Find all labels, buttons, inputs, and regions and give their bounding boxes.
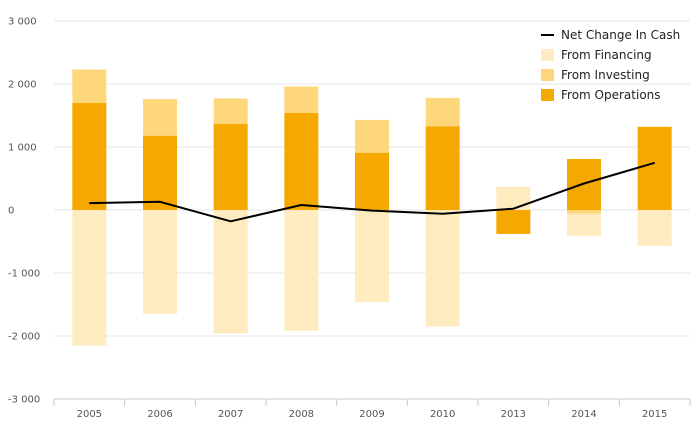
- bar-from-investing: [213, 98, 248, 124]
- legend-label: From Financing: [561, 48, 652, 62]
- bar-from-financing: [496, 186, 531, 210]
- bar-from-investing: [355, 119, 389, 153]
- net-change-line-layer: [89, 161, 655, 223]
- x-tick-label: 2010: [430, 409, 455, 420]
- bar-from-financing: [567, 213, 601, 236]
- y-tick-label: 0: [8, 206, 14, 217]
- y-tick-label: -2 000: [8, 332, 40, 343]
- bar-from-financing: [425, 210, 460, 327]
- bar-from-operations: [213, 123, 248, 210]
- bar-from-financing: [637, 210, 672, 246]
- legend-swatch: [541, 49, 554, 61]
- bar-from-operations: [637, 126, 672, 210]
- bars: [72, 69, 672, 346]
- x-tick-label: 2015: [642, 409, 667, 420]
- bar-from-financing: [213, 210, 248, 334]
- bar-from-financing: [284, 210, 319, 331]
- x-tick-label: 2005: [77, 409, 102, 420]
- x-tick-label: 2006: [147, 409, 172, 420]
- y-tick-label: 1 000: [8, 143, 37, 154]
- legend-swatch: [541, 89, 554, 101]
- bar-from-operations: [72, 102, 107, 210]
- y-tick-label: -3 000: [8, 395, 40, 406]
- legend-label: From Operations: [561, 88, 661, 102]
- bar-from-financing: [72, 210, 107, 346]
- y-axis-ticks: 3 000 2 000 1 000 0 -1 000 -2 000 -3 000: [8, 17, 40, 406]
- bar-from-investing: [567, 210, 601, 214]
- legend: Net Change In Cash From Financing From Inv…: [541, 28, 680, 102]
- legend-swatch: [541, 69, 554, 81]
- net-change-line: [89, 161, 655, 223]
- legend-label: From Investing: [561, 68, 650, 82]
- y-tick-label: 2 000: [8, 80, 37, 91]
- x-tick-label: 2008: [289, 409, 314, 420]
- x-tick-label: 2009: [359, 409, 384, 420]
- bar-from-investing: [72, 69, 107, 103]
- y-tick-label: -1 000: [8, 269, 40, 280]
- x-tick-label: 2013: [501, 409, 526, 420]
- bar-from-operations: [284, 112, 319, 210]
- bar-from-operations: [355, 152, 389, 210]
- x-axis: 2005 2006 2007 2008 2009 2010 2013 2014 2015: [53, 399, 691, 420]
- bar-from-operations: [496, 210, 531, 234]
- bar-from-operations: [143, 135, 177, 210]
- x-tick-label: 2014: [571, 409, 596, 420]
- legend-label: Net Change In Cash: [561, 28, 680, 42]
- bar-from-financing: [355, 210, 389, 302]
- y-tick-label: 3 000: [8, 17, 37, 28]
- x-tick-label: 2007: [218, 409, 243, 420]
- bar-from-investing: [425, 97, 460, 127]
- bar-from-financing: [143, 210, 177, 314]
- bar-from-investing: [143, 99, 177, 136]
- bar-from-operations: [425, 126, 460, 210]
- bar-from-investing: [284, 86, 319, 113]
